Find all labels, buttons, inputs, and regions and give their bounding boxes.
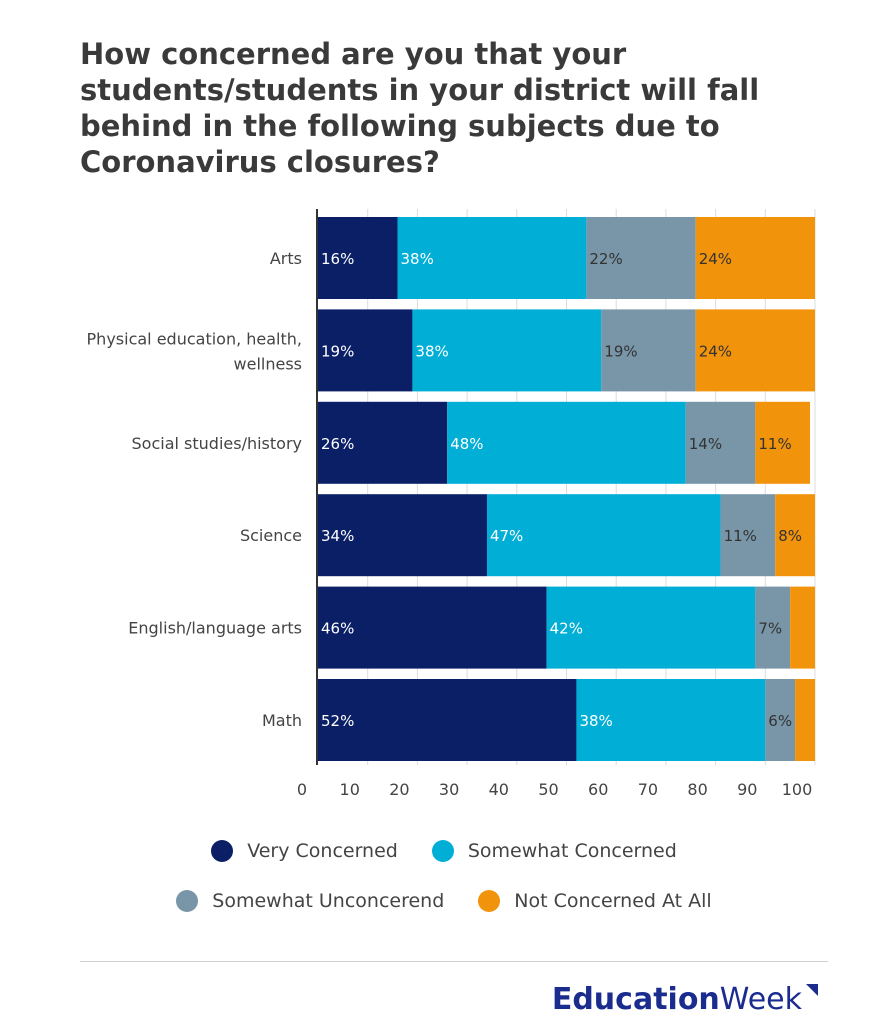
legend-swatch-very-concerned	[211, 840, 234, 862]
bar-segment	[397, 217, 587, 299]
data-label: 26%	[321, 435, 354, 453]
data-label: 16%	[321, 250, 354, 268]
logo-text-week: Week	[719, 982, 802, 1017]
category-label: Social studies/history	[132, 434, 302, 453]
bar-segment	[755, 586, 791, 669]
bar-segment	[318, 309, 413, 392]
category-label: Physical education, health,	[87, 329, 302, 348]
bar-segment	[685, 401, 756, 484]
bar-segment	[546, 586, 756, 669]
x-tick-label: 40	[489, 780, 509, 799]
bar-segment	[576, 679, 766, 761]
data-label: 52%	[321, 712, 354, 730]
legend-row: Somewhat Unconcerend Not Concerned At Al…	[0, 890, 888, 912]
x-tick-label: 0	[297, 780, 307, 799]
x-tick-label: 90	[737, 780, 757, 799]
x-tick-label: 100	[782, 780, 813, 799]
x-tick-label: 60	[588, 780, 608, 799]
bar-segment	[318, 494, 487, 577]
bar-segment	[318, 401, 448, 484]
education-week-logo[interactable]: Education Week	[552, 982, 818, 1017]
bar-segment	[755, 401, 811, 484]
category-label: wellness	[234, 354, 302, 373]
data-label: 38%	[415, 342, 448, 360]
bar-segment	[695, 309, 815, 392]
data-label: 47%	[490, 527, 523, 545]
bar-segment	[318, 217, 398, 299]
data-label: 19%	[604, 342, 637, 360]
legend-swatch-somewhat-concerned	[431, 840, 454, 862]
bar-segment	[765, 679, 796, 761]
chart-title: How concerned are you that your students…	[80, 37, 760, 179]
bar-segment	[720, 494, 776, 577]
x-tick-label: 80	[687, 780, 707, 799]
bar-segment	[486, 494, 721, 577]
logo-corner-mark-icon	[806, 984, 818, 996]
legend-swatch-not-concerned-at-all	[478, 890, 501, 912]
bar-segment	[695, 217, 815, 299]
data-label: 38%	[579, 712, 612, 730]
x-tick-label: 50	[538, 780, 558, 799]
data-label: 14%	[689, 435, 722, 453]
x-tick-label: 10	[340, 780, 360, 799]
data-label: 24%	[699, 342, 732, 360]
legend-swatch-somewhat-unconcerned	[176, 890, 199, 912]
category-label: Science	[240, 526, 302, 545]
data-label: 19%	[321, 342, 354, 360]
bar-segment	[795, 679, 815, 761]
bar-segment	[790, 586, 815, 669]
legend-item-very-concerned: Very Concerned	[211, 840, 398, 862]
bar-segment	[775, 494, 815, 577]
legend-row: Very Concerned Somewhat Concerned	[0, 840, 888, 862]
data-label: 38%	[401, 250, 434, 268]
legend-label: Somewhat Concerned	[467, 840, 677, 862]
category-label: Math	[262, 711, 302, 730]
data-label: 48%	[450, 435, 483, 453]
footer-divider	[80, 961, 828, 962]
bar-segment	[412, 309, 602, 392]
bar-segment	[586, 217, 696, 299]
data-label: 6%	[768, 712, 792, 730]
stacked-bar-chart: 16% 38% 22% 24% Arts 19% 38% 19% 24% Physical edu…	[87, 209, 816, 799]
category-label: Arts	[270, 249, 302, 268]
legend-label: Not Concerned At All	[514, 890, 712, 912]
legend-item-somewhat-unconcerned: Somewhat Unconcerend	[176, 890, 444, 912]
x-tick-label: 70	[638, 780, 658, 799]
data-label: 24%	[699, 250, 732, 268]
data-label: 22%	[589, 250, 622, 268]
data-label: 7%	[758, 620, 782, 638]
data-label: 34%	[321, 527, 354, 545]
category-label: English/language arts	[128, 619, 302, 638]
data-label: 11%	[724, 527, 757, 545]
x-tick-label: 30	[439, 780, 459, 799]
data-label: 42%	[550, 620, 583, 638]
bar-segment	[318, 586, 547, 669]
data-label: 11%	[758, 435, 791, 453]
legend-item-not-concerned-at-all: Not Concerned At All	[478, 890, 712, 912]
logo-text-education: Education	[551, 982, 720, 1017]
bar-segment	[447, 401, 686, 484]
bar-segment	[318, 679, 577, 761]
legend-label: Very Concerned	[247, 840, 398, 862]
legend-label: Somewhat Unconcerend	[212, 890, 445, 912]
bar-segment	[601, 309, 696, 392]
data-label: 8%	[778, 527, 802, 545]
data-label: 46%	[321, 620, 354, 638]
x-tick-label: 20	[389, 780, 409, 799]
legend-item-somewhat-concerned: Somewhat Concerned	[431, 840, 677, 862]
